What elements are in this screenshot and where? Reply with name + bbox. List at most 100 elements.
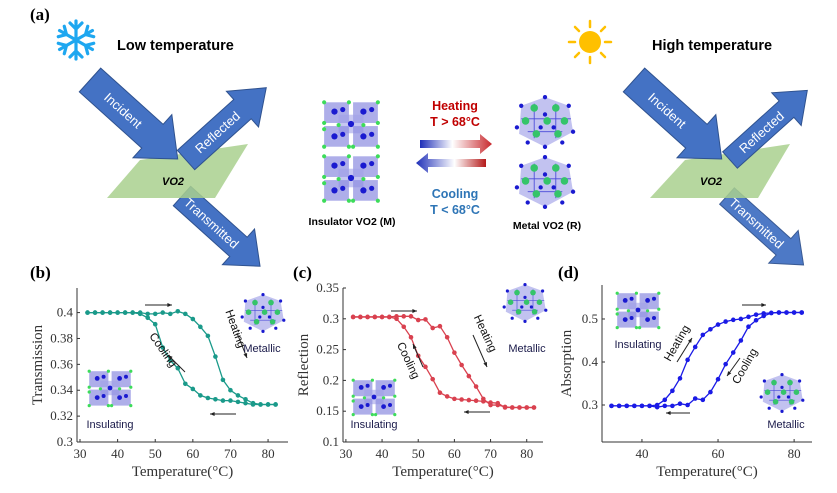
data-point bbox=[708, 389, 713, 395]
data-point bbox=[437, 390, 443, 396]
chart-1: (b) 30 40 50 60 70 80 0.3 0.32 0.34 0.36 0.38 0.4 Tem… bbox=[30, 263, 288, 480]
data-point bbox=[372, 314, 378, 320]
data-point bbox=[466, 373, 472, 379]
data-point bbox=[92, 310, 98, 315]
metallic-crystal bbox=[759, 373, 805, 413]
metallic-label: Metallic bbox=[767, 419, 805, 431]
direction-arrow bbox=[167, 354, 186, 373]
data-point bbox=[459, 397, 464, 402]
x-tick-label: 70 bbox=[484, 446, 497, 461]
data-point bbox=[692, 344, 698, 350]
cooling-annotation: Cooling bbox=[394, 341, 421, 381]
data-point bbox=[408, 314, 414, 319]
y-tick-label: 0.32 bbox=[50, 408, 73, 423]
heating-label: Heating bbox=[432, 99, 478, 113]
data-point bbox=[444, 394, 450, 399]
data-point bbox=[517, 405, 522, 410]
direction-arrow bbox=[145, 303, 172, 307]
metallic-crystal bbox=[240, 293, 286, 333]
data-point bbox=[213, 396, 218, 402]
data-point bbox=[401, 324, 407, 330]
data-point bbox=[152, 321, 158, 327]
data-point bbox=[708, 327, 713, 332]
data-point bbox=[437, 323, 443, 329]
data-point bbox=[723, 361, 728, 367]
y-tick-label: 0.2 bbox=[323, 372, 339, 387]
data-point bbox=[386, 314, 392, 320]
data-point bbox=[799, 310, 805, 315]
high-temp-diagram: Transmitted VO2 Incident Reflected bbox=[622, 67, 808, 266]
data-point bbox=[459, 362, 464, 368]
data-point bbox=[190, 386, 196, 392]
data-point bbox=[394, 316, 399, 322]
data-point bbox=[220, 377, 226, 383]
data-point bbox=[220, 398, 226, 403]
data-point bbox=[495, 400, 501, 406]
x-tick-label: 40 bbox=[111, 446, 124, 461]
data-point bbox=[677, 376, 683, 381]
data-point bbox=[137, 311, 143, 317]
data-point bbox=[662, 397, 668, 403]
direction-arrow bbox=[742, 303, 766, 307]
data-point bbox=[430, 325, 435, 331]
data-point bbox=[145, 311, 151, 317]
data-point bbox=[662, 403, 668, 409]
data-point bbox=[175, 308, 181, 314]
x-axis-label: Temperature(°C) bbox=[656, 464, 758, 480]
data-point bbox=[228, 387, 233, 393]
data-point bbox=[115, 310, 120, 315]
data-point bbox=[624, 403, 630, 409]
data-point bbox=[700, 332, 706, 338]
y-tick-label: 0.25 bbox=[316, 342, 339, 357]
series-cooling bbox=[85, 310, 278, 407]
metal-crystal bbox=[514, 95, 576, 209]
y-tick-label: 0.3 bbox=[323, 311, 339, 326]
y-tick-label: 0.4 bbox=[582, 354, 599, 369]
direction-arrow bbox=[210, 412, 236, 416]
low-temp-diagram: Transmitted VO2 Incident Reflected bbox=[78, 67, 267, 267]
metallic-crystal bbox=[502, 283, 548, 323]
data-point bbox=[692, 396, 698, 401]
data-point bbox=[107, 310, 113, 315]
x-tick-label: 70 bbox=[224, 446, 237, 461]
direction-arrow bbox=[472, 334, 488, 368]
reflected-beam: Reflected bbox=[176, 87, 267, 171]
data-point bbox=[481, 399, 486, 404]
data-point bbox=[502, 405, 508, 410]
data-point bbox=[791, 310, 797, 315]
data-point bbox=[473, 384, 479, 389]
insulator-label: Insulator VO2 (M) bbox=[309, 216, 396, 228]
data-point bbox=[415, 317, 421, 323]
direction-arrow bbox=[666, 411, 690, 415]
data-point bbox=[183, 311, 188, 317]
x-tick-label: 40 bbox=[376, 446, 389, 461]
series-cooling bbox=[350, 314, 537, 410]
x-tick-label: 40 bbox=[635, 446, 648, 461]
cooling-annotation: Cooling bbox=[146, 331, 178, 370]
x-tick-label: 30 bbox=[74, 446, 87, 461]
data-point bbox=[205, 395, 211, 401]
data-point bbox=[160, 345, 166, 350]
data-point bbox=[700, 397, 706, 403]
data-point bbox=[616, 403, 622, 409]
data-point bbox=[746, 314, 751, 320]
direction-arrow bbox=[236, 332, 248, 359]
y-tick-label: 0.36 bbox=[50, 356, 73, 371]
y-tick-label: 0.34 bbox=[50, 382, 73, 397]
data-point bbox=[190, 316, 196, 322]
vo2-label: VO2 bbox=[700, 176, 722, 188]
data-point bbox=[167, 311, 173, 317]
y-tick-label: 0.35 bbox=[316, 280, 339, 295]
insulating-label: Insulating bbox=[350, 419, 397, 431]
y-tick-label: 0.3 bbox=[582, 397, 598, 412]
y-tick-label: 0.1 bbox=[323, 434, 339, 449]
data-point bbox=[235, 399, 241, 405]
data-point bbox=[265, 402, 271, 407]
insulating-label: Insulating bbox=[614, 339, 661, 351]
heating-arrow bbox=[420, 134, 492, 154]
insulating-crystal bbox=[615, 291, 661, 330]
data-point bbox=[524, 405, 530, 410]
data-point bbox=[379, 314, 385, 320]
data-point bbox=[647, 403, 652, 409]
